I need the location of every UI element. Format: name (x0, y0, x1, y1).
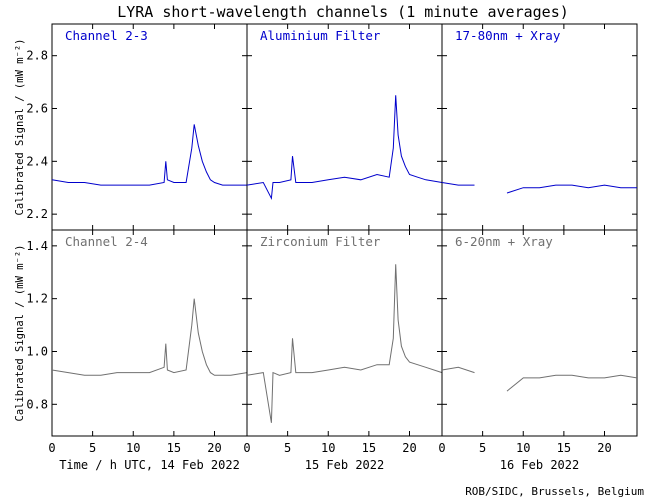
x-tick-label: 0 (438, 441, 445, 455)
series-line (441, 366, 475, 374)
panel-label: 6-20nm + Xray (455, 234, 553, 249)
y-tick-label: 2.6 (26, 102, 48, 116)
x-tick-label: 20 (402, 441, 416, 455)
panel-frame (246, 23, 443, 231)
footer-credit: ROB/SIDC, Brussels, Belgium (465, 485, 644, 498)
chart-panel: Channel 2-4 (51, 229, 248, 437)
series-line (246, 95, 443, 201)
panel-frame (246, 229, 443, 437)
x-tick-label: 20 (597, 441, 611, 455)
y-tick-label: 2.2 (26, 207, 48, 221)
panel-frame (51, 23, 248, 231)
y-axis-label: Calibrated Signal / (mW m⁻²) (14, 38, 26, 215)
x-tick-label: 15 (557, 441, 571, 455)
panel-label: Zirconium Filter (260, 234, 381, 249)
y-axis-label: Calibrated Signal / (mW m⁻²) (14, 244, 26, 421)
day-label: 16 Feb 2022 (500, 458, 579, 472)
chart-panel: 17-80nm + Xray (441, 23, 638, 231)
y-tick-label: 0.8 (26, 397, 48, 411)
day-label: Time / h UTC, 14 Feb 2022 (59, 458, 240, 472)
y-tick-label: 1.4 (26, 239, 48, 253)
y-tick-label: 1.2 (26, 292, 48, 306)
panels-group: Channel 2-3 Aluminium Filter 17-80nm + Xra… (51, 23, 638, 437)
y-tick-label: 2.4 (26, 154, 48, 168)
series-line (51, 298, 248, 376)
y-tick-label: 1.0 (26, 344, 48, 358)
x-tick-label: 10 (126, 441, 140, 455)
series-line (441, 182, 475, 186)
panel-label: Channel 2-3 (65, 28, 148, 43)
x-tick-label: 5 (479, 441, 486, 455)
y-tick-label: 2.8 (26, 49, 48, 63)
chart-panel: Aluminium Filter (246, 23, 443, 231)
x-tick-label: 10 (516, 441, 530, 455)
series-line (506, 374, 638, 392)
x-tick-label: 10 (321, 441, 335, 455)
chart-panel: Channel 2-3 (51, 23, 248, 231)
x-tick-label: 5 (89, 441, 96, 455)
x-tick-label: 0 (48, 441, 55, 455)
x-tick-label: 15 (362, 441, 376, 455)
panel-frame (441, 229, 638, 437)
day-label: 15 Feb 2022 (305, 458, 384, 472)
panel-frame (51, 229, 248, 437)
x-tick-label: 15 (167, 441, 181, 455)
series-line (506, 184, 637, 194)
series-line (246, 264, 443, 423)
chart-title: LYRA short-wavelength channels (1 minute… (117, 3, 569, 21)
panel-label: Channel 2-4 (65, 234, 148, 249)
x-tick-label: 0 (243, 441, 250, 455)
x-tick-label: 5 (284, 441, 291, 455)
chart-panel: Zirconium Filter (246, 229, 443, 437)
chart-panel: 6-20nm + Xray (441, 229, 638, 437)
panel-label: 17-80nm + Xray (455, 28, 561, 43)
series-line (51, 124, 247, 186)
x-tick-label: 20 (207, 441, 221, 455)
panel-label: Aluminium Filter (260, 28, 381, 43)
panel-frame (441, 23, 638, 231)
